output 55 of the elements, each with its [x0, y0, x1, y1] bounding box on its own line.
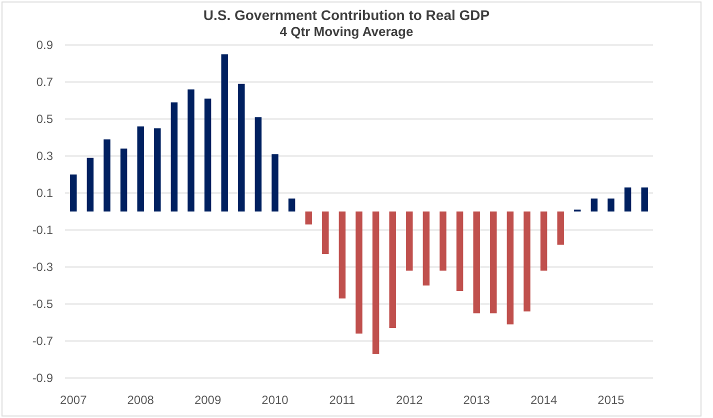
bar	[238, 84, 245, 212]
x-tick-label: 2013	[463, 393, 490, 407]
bar	[490, 212, 497, 314]
bar	[624, 187, 632, 212]
bar	[356, 212, 362, 334]
x-tick-label: 2014	[530, 393, 558, 407]
chart-title: U.S. Government Contribution to Real GDP	[203, 7, 490, 23]
x-tick-label: 2010	[262, 393, 289, 407]
bar	[524, 212, 530, 312]
bar	[137, 126, 144, 212]
bar	[608, 198, 614, 212]
bar	[473, 212, 480, 314]
bar	[338, 212, 346, 298]
bar	[322, 212, 329, 254]
x-tick-label: 2012	[396, 393, 424, 407]
y-tick-label: 0.1	[36, 186, 54, 200]
bar	[440, 212, 446, 271]
y-tick-label: 0.5	[36, 112, 54, 126]
bar	[221, 54, 228, 212]
x-tick-label: 2008	[127, 393, 154, 407]
y-tick-label: 0.9	[36, 38, 54, 52]
bar	[590, 198, 598, 212]
y-tick-label: 0.7	[36, 75, 54, 89]
bar	[120, 148, 128, 212]
chart-subtitle: 4 Qtr Moving Average	[280, 24, 414, 39]
bar	[557, 212, 564, 245]
x-tick-label: 2011	[329, 393, 356, 407]
bar	[389, 212, 396, 328]
y-tick-label: -0.9	[32, 371, 54, 385]
bar	[188, 89, 194, 212]
bar	[305, 212, 312, 224]
y-tick-label: -0.5	[32, 297, 54, 311]
bar	[204, 98, 212, 212]
bar	[506, 212, 514, 324]
bar	[406, 212, 413, 271]
bar	[288, 198, 296, 212]
y-tick-label: 0.3	[36, 149, 54, 163]
x-tick-label: 2007	[60, 393, 88, 407]
bar	[422, 212, 430, 286]
bar	[70, 174, 77, 212]
bar	[254, 117, 262, 212]
y-tick-label: -0.3	[32, 260, 54, 274]
bar	[456, 212, 464, 292]
x-tick-label: 2015	[598, 393, 625, 407]
y-tick-label: -0.1	[32, 223, 54, 237]
x-tick-label: 2009	[194, 393, 222, 407]
bar	[540, 212, 548, 271]
bar	[170, 102, 178, 212]
bar	[272, 154, 278, 212]
bar	[154, 128, 161, 212]
bar	[372, 212, 380, 354]
bar	[641, 187, 648, 212]
bar	[86, 158, 94, 212]
y-tick-label: -0.7	[32, 334, 54, 348]
bar	[104, 139, 110, 212]
